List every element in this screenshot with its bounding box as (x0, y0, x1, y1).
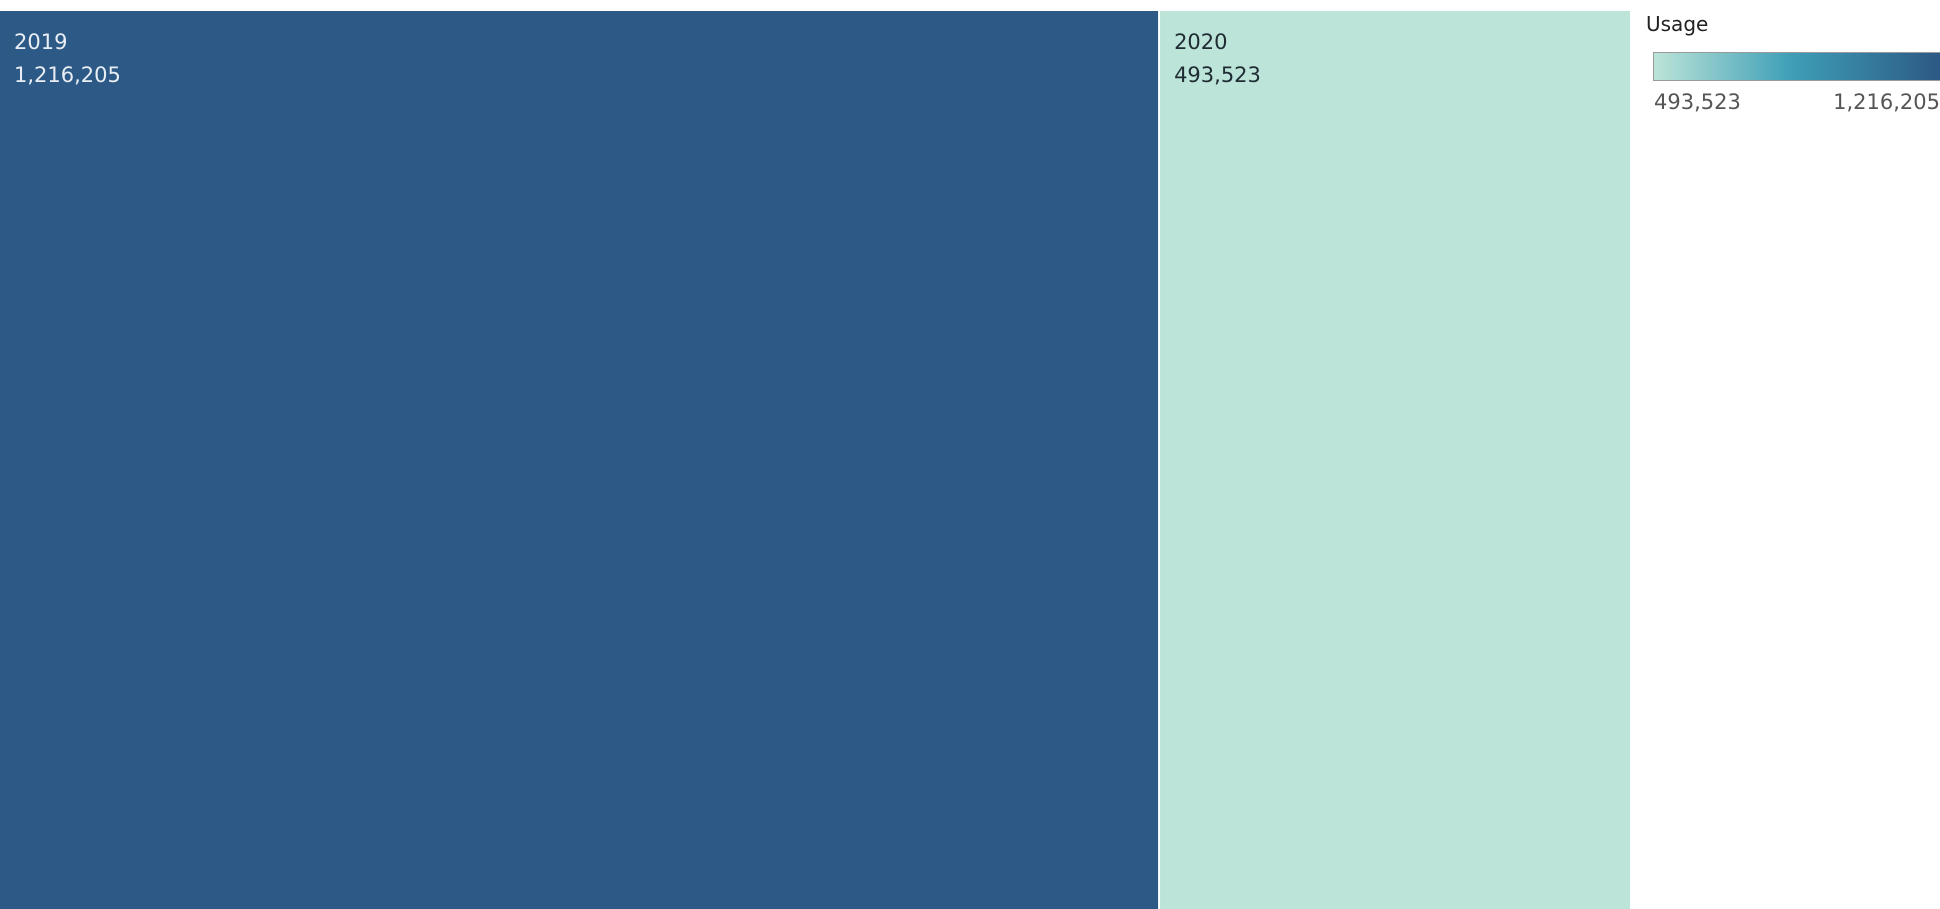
treemap-tile-2019[interactable] (0, 11, 1159, 909)
legend-title: Usage (1646, 12, 1709, 36)
tile-value-label: 1,216,205 (14, 63, 121, 87)
tile-category-label: 2019 (14, 30, 67, 54)
legend-min-label: 493,523 (1654, 90, 1741, 114)
legend-max-label: 1,216,205 (1833, 90, 1940, 114)
tile-value-label: 493,523 (1174, 63, 1261, 87)
treemap-tile-2020[interactable] (1160, 11, 1630, 909)
legend-color-ramp (1653, 52, 1940, 81)
color-legend: Usage 493,523 1,216,205 (1646, 12, 1940, 122)
tile-category-label: 2020 (1174, 30, 1227, 54)
treemap-chart: 2019 1,216,205 2020 493,523 (0, 11, 1630, 909)
